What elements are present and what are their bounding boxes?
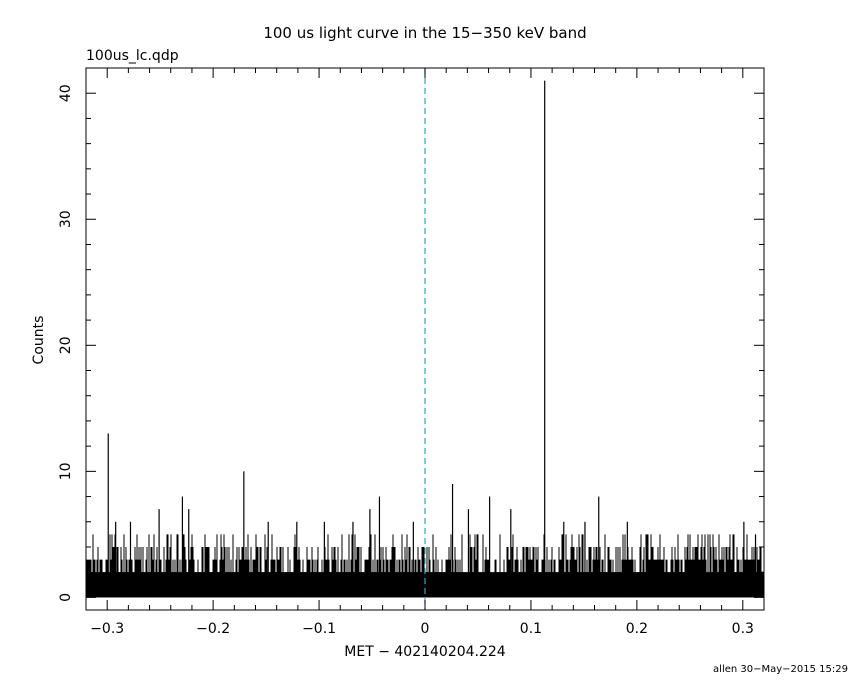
y-tick-label: 40: [58, 84, 74, 102]
x-tick-label: −0.2: [196, 621, 230, 637]
y-tick-label: 20: [58, 336, 74, 354]
y-axis-label: Counts: [31, 316, 47, 365]
footer-stamp: allen 30−May−2015 15:29: [713, 664, 848, 675]
x-axis-label: MET − 402140204.224: [344, 644, 506, 660]
y-tick-label: 30: [58, 210, 74, 228]
x-tick-label: 0.2: [626, 621, 648, 637]
chart-title: 100 us light curve in the 15−350 keV ban…: [263, 24, 586, 42]
x-tick-label: 0.3: [732, 621, 754, 637]
x-tick-label: −0.3: [90, 621, 124, 637]
x-axis-ticks: −0.3 −0.2 −0.1 0 0.1 0.2 0.3: [85, 68, 765, 637]
x-tick-label: −0.1: [302, 621, 336, 637]
y-tick-label: 10: [58, 462, 74, 480]
x-tick-label: 0.1: [520, 621, 542, 637]
x-tick-label: 0: [421, 621, 430, 637]
light-curve-bars: [85, 80, 765, 598]
y-axis-ticks: 0 10 20 30 40: [58, 67, 764, 602]
file-label: 100us_lc.qdp: [86, 48, 179, 64]
y-tick-label: 0: [58, 593, 74, 602]
